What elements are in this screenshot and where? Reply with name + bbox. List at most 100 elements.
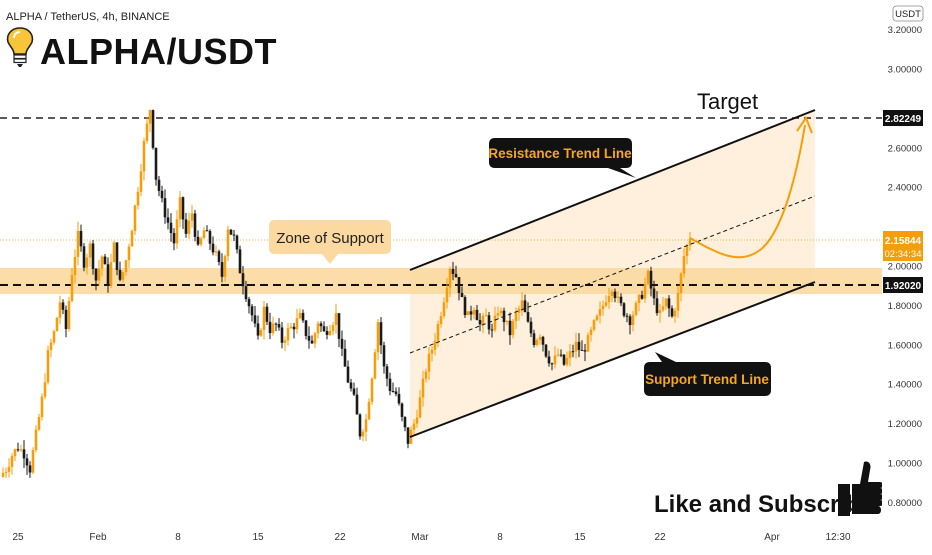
candle-body (637, 294, 641, 303)
candle-body (256, 323, 260, 336)
candle-body (160, 190, 164, 199)
candle-body (244, 286, 248, 300)
unit-badge-box[interactable] (892, 5, 924, 22)
candle-body (331, 325, 335, 331)
time-tick-label: 22 (654, 532, 666, 543)
candle-body (379, 322, 383, 346)
candle-body (676, 293, 680, 311)
candle-body (169, 222, 173, 234)
candle-body (142, 141, 146, 172)
candle-body (391, 390, 395, 392)
last-price-tag (883, 231, 923, 261)
candle-body (454, 273, 458, 278)
candle-body (670, 308, 674, 317)
time-tick-label: 15 (574, 532, 586, 543)
price-tick-label: 1.80000 (888, 301, 922, 312)
candle-body (541, 336, 545, 345)
candle-body (154, 147, 158, 180)
candle-body (553, 355, 557, 365)
target-price-label: 2.82249 (885, 114, 922, 125)
candle-body (622, 303, 626, 316)
candle-body (220, 262, 224, 277)
price-tick-label: 1.60000 (888, 340, 922, 351)
candle-body (352, 388, 356, 395)
candle-body (433, 340, 437, 350)
candle-body (583, 350, 587, 352)
candle-body (217, 251, 221, 263)
candle-body (598, 309, 602, 316)
candle-body (361, 431, 365, 437)
candle-body (469, 311, 473, 315)
candle-body (145, 123, 149, 142)
candle-body (631, 314, 635, 326)
candle-body (277, 324, 281, 328)
candle-body (451, 268, 455, 274)
candle-body (619, 296, 623, 304)
candle-body (13, 449, 17, 457)
price-tick-label: 1.20000 (888, 419, 922, 430)
candle-body (235, 235, 239, 250)
support-zone-label: Zone of Support (276, 230, 384, 247)
candle-body (427, 353, 431, 372)
candle-body (106, 264, 110, 286)
resistance-label: Resistance Trend Line (488, 146, 632, 161)
candle-body (73, 256, 77, 276)
candle-body (523, 300, 527, 313)
candle-body (607, 295, 611, 303)
candle-body (229, 229, 233, 235)
unit-badge[interactable]: USDT (895, 9, 921, 20)
candle-body (460, 292, 464, 298)
candle-body (181, 197, 185, 220)
candle-body (292, 326, 296, 330)
candle-body (517, 308, 521, 313)
candle-body (547, 356, 551, 364)
candle-body (49, 342, 53, 351)
candle-body (328, 330, 332, 335)
candle-body (415, 417, 419, 424)
candle-body (247, 299, 251, 307)
candle-body (322, 326, 326, 332)
candle-body (310, 340, 314, 344)
support-trend-label: Support Trend Line (645, 372, 769, 387)
candle-body (385, 366, 389, 379)
time-axis[interactable]: 25 Feb 8 15 22 Mar 8 15 22 Apr 12:30 (12, 532, 851, 543)
candle-body (412, 423, 416, 430)
candle-body (568, 351, 572, 358)
candle-body (43, 382, 47, 397)
price-axis[interactable]: 3.20000 3.00000 2.60000 2.40000 2.00000 1.800… (888, 25, 922, 509)
candle-body (34, 429, 38, 451)
candle-body (319, 323, 323, 327)
candle-body (604, 302, 608, 306)
candle-body (571, 351, 575, 353)
candle-body (136, 191, 140, 206)
candle-body (232, 234, 236, 236)
candle-body (499, 310, 503, 314)
candle-body (10, 456, 14, 467)
candle-body (241, 273, 245, 287)
target-label: Target (697, 89, 758, 114)
candle-body (610, 291, 614, 296)
support-price-tag (883, 277, 923, 293)
candle-body (559, 354, 563, 356)
candle-body (52, 331, 56, 343)
candle-body (649, 270, 653, 289)
candle-body (634, 302, 638, 315)
candle-body (67, 301, 71, 330)
candle-body (133, 205, 137, 231)
candle-body (193, 213, 197, 237)
candle-body (421, 378, 425, 398)
candle-body (100, 256, 104, 269)
candle-body (301, 312, 305, 321)
candle-body (64, 309, 68, 330)
candle-body (418, 397, 422, 418)
candle-body (475, 309, 479, 321)
candle-body (457, 277, 461, 293)
candle-body (394, 391, 398, 395)
candle-body (646, 270, 650, 284)
candle-body (616, 296, 620, 299)
candle-body (682, 256, 686, 274)
candle-body (148, 110, 152, 124)
candle-body (343, 348, 347, 367)
